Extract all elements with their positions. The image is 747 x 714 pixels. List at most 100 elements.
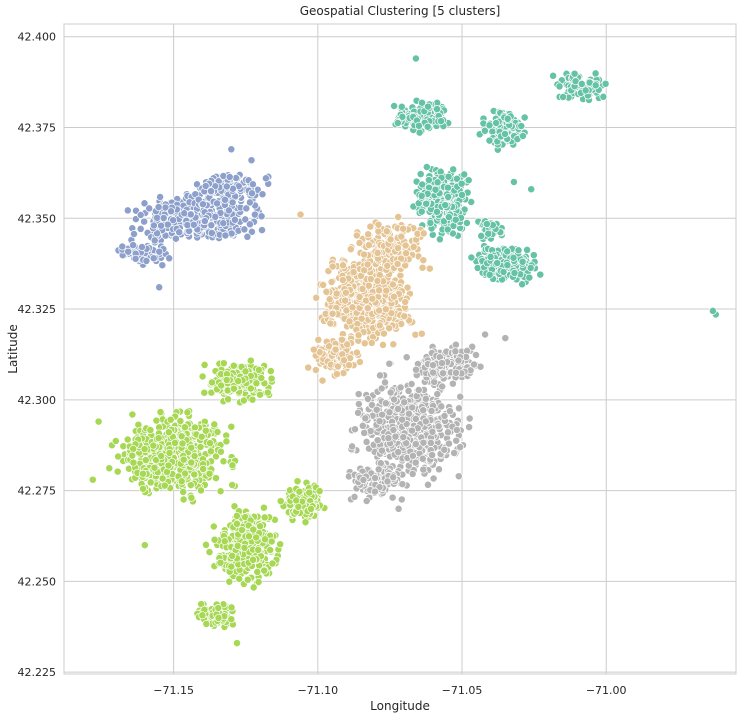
data-point [435,235,444,244]
data-point [207,187,215,196]
data-point [355,358,364,366]
data-point [260,513,269,522]
data-point [433,105,441,114]
data-point [464,176,473,185]
data-point [581,86,590,95]
data-point [373,248,382,257]
data-point [177,432,186,441]
data-point [233,639,241,648]
data-point [462,219,471,227]
data-point [254,545,263,554]
data-point [394,244,402,253]
data-point [419,465,428,474]
data-point [129,241,138,250]
data-point [222,182,231,191]
data-point [385,408,394,417]
data-point [228,481,237,489]
data-point [457,179,466,188]
data-point [518,280,527,289]
data-point [424,102,432,111]
data-point [200,388,209,397]
data-point [433,178,442,187]
data-point [384,434,393,443]
data-point [319,280,328,289]
data-point [352,348,361,357]
data-point [149,254,158,263]
cluster-3 [296,210,434,385]
data-point [484,229,493,238]
data-point [216,558,225,567]
data-point [577,79,586,88]
data-point [473,264,482,272]
data-point [362,497,371,505]
data-point [186,481,195,490]
data-point [187,493,196,502]
data-point [152,416,161,425]
data-point [180,209,189,218]
data-point [256,390,264,399]
data-point [248,189,256,198]
data-point [363,304,372,313]
data-point [234,377,243,386]
data-point [225,577,234,586]
data-point [241,215,250,224]
data-point [375,286,384,295]
data-point [357,314,366,323]
data-point [311,366,320,374]
data-point [501,130,509,138]
data-point [481,330,490,339]
data-point [224,395,233,404]
data-point [439,217,448,226]
data-point [189,220,198,229]
data-point [443,225,452,234]
data-point [227,422,236,431]
data-point [138,243,146,251]
cluster-1 [390,54,720,319]
data-point [383,477,392,486]
data-point [257,374,266,382]
x-tick-label: −71.15 [153,684,194,697]
data-point [451,340,460,349]
data-point [397,232,406,241]
data-point [460,170,469,179]
data-point [307,504,315,513]
data-point [202,619,211,628]
data-point [233,541,242,550]
data-point [355,292,364,301]
data-point [419,229,428,238]
data-point [385,359,394,368]
data-point [482,220,491,228]
data-point [421,417,430,426]
data-point [426,218,435,227]
data-point [448,229,457,238]
data-point [379,329,388,338]
data-point [220,537,229,546]
data-point [346,245,355,254]
data-point [366,222,375,231]
cluster-2 [113,145,273,292]
data-point [375,306,384,315]
data-point [418,98,426,107]
data-point [221,195,229,204]
data-point [139,484,147,493]
data-point [444,428,452,437]
data-point [211,212,220,221]
data-point [503,114,512,123]
data-point [417,207,426,216]
data-point [434,422,443,431]
data-point [157,452,166,460]
data-point [136,224,145,233]
data-points [88,54,720,648]
data-point [197,486,205,495]
data-point [333,362,342,371]
data-point [94,417,103,426]
data-point [332,289,341,298]
data-point [429,368,438,377]
data-point [425,264,434,273]
data-point [601,79,610,88]
data-point [480,126,489,135]
data-point [399,224,408,233]
data-point [267,374,276,383]
data-point [268,559,277,568]
y-tick-label: 42.375 [18,121,57,134]
